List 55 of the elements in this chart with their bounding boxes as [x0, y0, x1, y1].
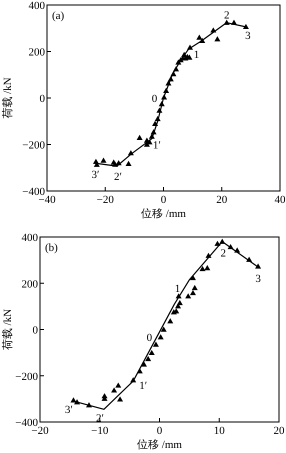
y-axis-title: 荷载 /kN: [1, 308, 14, 350]
x-axis-title: 位移 /mm: [137, 439, 182, 451]
annotation: 3′: [64, 404, 73, 416]
annotation: 2: [224, 10, 230, 22]
annotation: 3: [255, 273, 262, 286]
x-tick-label: 0: [160, 194, 167, 206]
y-tick-label: −200: [22, 140, 46, 152]
annotation: 1: [174, 283, 180, 296]
annotation: 2′: [114, 171, 122, 184]
annotation: 0: [152, 93, 158, 105]
point: [200, 266, 206, 272]
y-tick-label: 200: [28, 46, 46, 58]
point: [196, 34, 202, 40]
x-tick-label: −10: [91, 425, 109, 437]
point: [214, 36, 220, 42]
y-axis-title: 荷载 /kN: [1, 77, 14, 119]
x-tick-label: 20: [216, 194, 228, 206]
point: [158, 334, 164, 340]
point: [148, 350, 155, 356]
annotation: 1: [194, 49, 200, 62]
point: [126, 160, 132, 166]
point: [185, 293, 192, 298]
annotation: 0: [146, 332, 153, 344]
annotation: 1′: [152, 140, 161, 152]
point: [160, 326, 167, 332]
x-tick-label: −20: [96, 194, 114, 206]
point: [167, 318, 174, 324]
y-tick-label: 200: [22, 278, 38, 290]
x-tick-label: 20: [274, 425, 285, 437]
y-tick-label: 400: [22, 232, 38, 244]
annotation: 2: [220, 248, 226, 260]
annotation: (b): [45, 242, 58, 254]
point: [115, 382, 122, 388]
x-tick-label: 40: [274, 194, 286, 206]
point: [204, 264, 210, 270]
y-tick-label: 0: [32, 324, 38, 336]
x-tick-label: 0: [156, 425, 163, 437]
annotation: (a): [52, 10, 65, 22]
x-axis-title: 位移 /mm: [141, 208, 186, 220]
point: [152, 342, 159, 347]
y-tick-label: 400: [28, 0, 46, 12]
point: [145, 356, 152, 362]
point: [190, 290, 196, 296]
y-tick-label: −200: [15, 370, 38, 383]
x-tick-label: 10: [214, 425, 226, 437]
annotation: 3: [245, 30, 252, 42]
annotation: 3′: [92, 169, 100, 182]
point: [100, 158, 107, 163]
point: [176, 300, 183, 306]
y-tick-label: 0: [40, 93, 46, 105]
point: [117, 396, 124, 402]
annotation: 1′: [139, 380, 148, 392]
point: [111, 387, 118, 393]
point: [136, 134, 143, 140]
point: [192, 284, 198, 290]
